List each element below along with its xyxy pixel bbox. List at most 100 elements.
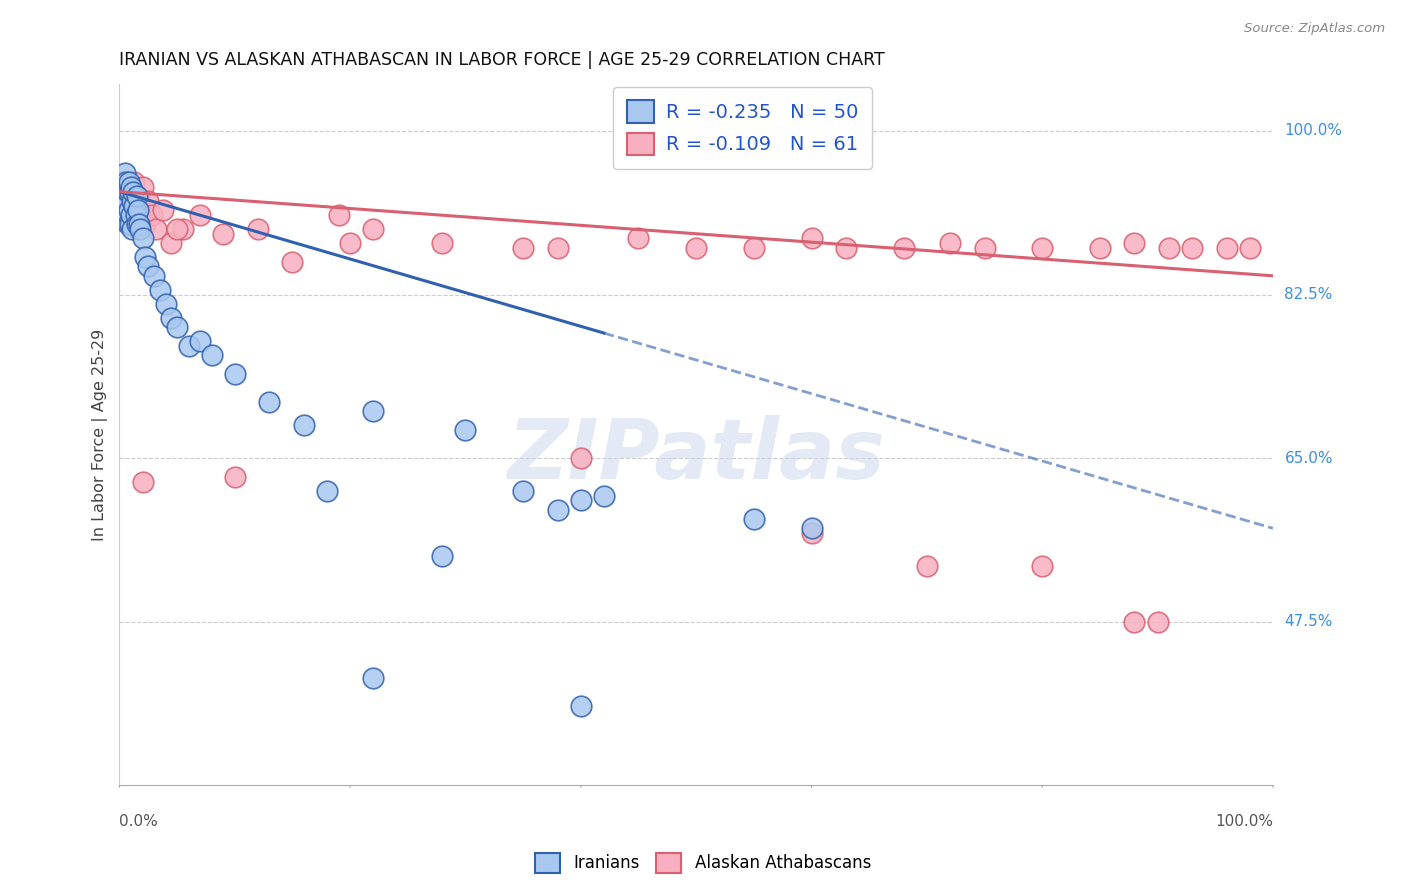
Point: [114, 199, 136, 213]
Point: [124, 189, 146, 203]
Point: [973, 241, 995, 255]
Point: [118, 185, 141, 199]
Point: [316, 483, 339, 498]
Point: [111, 175, 134, 189]
Point: [1181, 241, 1204, 255]
Point: [1146, 615, 1168, 629]
Text: 65.0%: 65.0%: [1285, 450, 1333, 466]
Point: [141, 208, 163, 222]
Point: [1123, 615, 1146, 629]
Text: Source: ZipAtlas.com: Source: ZipAtlas.com: [1244, 22, 1385, 36]
Point: [111, 199, 134, 213]
Point: [143, 268, 166, 283]
Point: [112, 189, 135, 203]
Point: [1088, 241, 1111, 255]
Point: [246, 222, 269, 236]
Point: [1157, 241, 1180, 255]
Point: [125, 199, 148, 213]
Point: [915, 558, 938, 573]
Point: [155, 297, 177, 311]
Point: [212, 227, 235, 241]
Point: [115, 208, 138, 222]
Point: [149, 283, 172, 297]
Point: [121, 222, 143, 236]
Point: [136, 194, 159, 208]
Point: [115, 175, 138, 189]
Point: [127, 203, 149, 218]
Point: [939, 236, 962, 251]
Point: [134, 250, 156, 264]
Point: [166, 222, 188, 236]
Point: [134, 218, 156, 232]
Point: [188, 334, 211, 349]
Point: [292, 418, 315, 433]
Point: [128, 218, 150, 232]
Point: [160, 236, 183, 251]
Text: 0.0%: 0.0%: [120, 814, 159, 829]
Point: [281, 254, 304, 268]
Point: [432, 549, 454, 564]
Point: [125, 218, 148, 232]
Text: 82.5%: 82.5%: [1285, 287, 1333, 302]
Point: [339, 236, 361, 251]
Point: [259, 395, 281, 409]
Point: [742, 512, 765, 526]
Point: [547, 241, 569, 255]
Point: [125, 189, 148, 203]
Legend: R = -0.235   N = 50, R = -0.109   N = 61: R = -0.235 N = 50, R = -0.109 N = 61: [613, 87, 872, 169]
Point: [361, 222, 384, 236]
Point: [1031, 558, 1053, 573]
Text: ZIPatlas: ZIPatlas: [508, 416, 886, 496]
Legend: Iranians, Alaskan Athabascans: Iranians, Alaskan Athabascans: [529, 847, 877, 880]
Point: [1031, 241, 1053, 255]
Point: [742, 241, 765, 255]
Text: 100.0%: 100.0%: [1215, 814, 1272, 829]
Point: [122, 203, 145, 218]
Point: [120, 180, 142, 194]
Point: [136, 260, 159, 274]
Point: [124, 199, 146, 213]
Point: [361, 671, 384, 685]
Point: [512, 483, 534, 498]
Point: [893, 241, 915, 255]
Point: [131, 231, 153, 245]
Point: [117, 185, 139, 199]
Point: [835, 241, 858, 255]
Point: [145, 222, 167, 236]
Point: [120, 185, 142, 199]
Point: [224, 470, 246, 484]
Point: [129, 208, 152, 222]
Point: [188, 208, 211, 222]
Point: [1216, 241, 1239, 255]
Point: [117, 199, 139, 213]
Point: [454, 423, 477, 437]
Point: [129, 222, 152, 236]
Point: [152, 203, 174, 218]
Point: [547, 502, 569, 516]
Point: [120, 208, 142, 222]
Point: [361, 404, 384, 418]
Point: [117, 218, 139, 232]
Point: [114, 189, 136, 203]
Point: [124, 175, 146, 189]
Point: [115, 212, 138, 227]
Point: [118, 199, 141, 213]
Point: [800, 231, 823, 245]
Point: [166, 320, 188, 334]
Point: [128, 194, 150, 208]
Point: [131, 475, 153, 489]
Point: [118, 175, 141, 189]
Point: [124, 208, 146, 222]
Point: [114, 166, 136, 180]
Point: [121, 194, 143, 208]
Y-axis label: In Labor Force | Age 25-29: In Labor Force | Age 25-29: [93, 328, 108, 541]
Point: [120, 212, 142, 227]
Point: [117, 175, 139, 189]
Point: [569, 493, 592, 508]
Point: [177, 339, 200, 353]
Point: [201, 348, 224, 362]
Point: [328, 208, 350, 222]
Point: [569, 451, 592, 466]
Point: [112, 175, 135, 189]
Point: [118, 218, 141, 232]
